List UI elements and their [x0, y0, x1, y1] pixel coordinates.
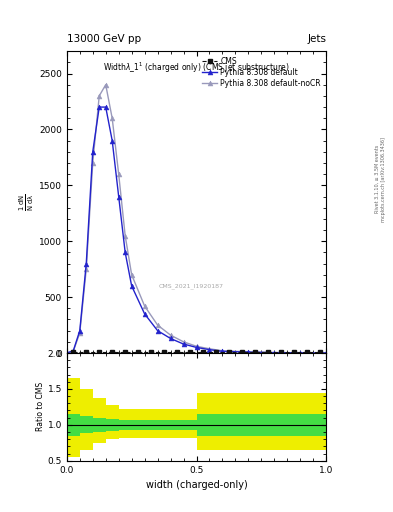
CMS: [188, 349, 193, 355]
Pythia 8.308 default: [116, 194, 121, 200]
Pythia 8.308 default: [84, 261, 89, 267]
CMS: [292, 349, 296, 355]
Pythia 8.308 default-noCR: [220, 348, 225, 354]
Pythia 8.308 default-noCR: [181, 339, 186, 345]
Pythia 8.308 default: [181, 341, 186, 347]
CMS: [174, 349, 179, 355]
Pythia 8.308 default: [207, 347, 212, 353]
CMS: [240, 349, 244, 355]
CMS: [227, 349, 231, 355]
Pythia 8.308 default: [97, 104, 101, 110]
Pythia 8.308 default-noCR: [194, 343, 199, 349]
Pythia 8.308 default-noCR: [123, 232, 128, 239]
CMS: [278, 349, 283, 355]
Pythia 8.308 default-noCR: [90, 160, 95, 166]
Legend: CMS, Pythia 8.308 default, Pythia 8.308 default-noCR: CMS, Pythia 8.308 default, Pythia 8.308 …: [200, 55, 322, 90]
CMS: [253, 349, 257, 355]
CMS: [136, 349, 141, 355]
CMS: [214, 349, 219, 355]
Pythia 8.308 default-noCR: [272, 350, 277, 356]
Pythia 8.308 default-noCR: [84, 266, 89, 272]
Pythia 8.308 default-noCR: [129, 272, 134, 278]
Pythia 8.308 default: [123, 249, 128, 255]
Text: CMS_2021_I1920187: CMS_2021_I1920187: [159, 284, 224, 289]
CMS: [97, 349, 101, 355]
Text: 13000 GeV pp: 13000 GeV pp: [67, 33, 141, 44]
Pythia 8.308 default-noCR: [110, 115, 115, 121]
Pythia 8.308 default: [64, 350, 69, 356]
Y-axis label: $\mathregular{\frac{1}{N}\frac{dN}{d\lambda}}$: $\mathregular{\frac{1}{N}\frac{dN}{d\lam…: [18, 193, 36, 211]
Pythia 8.308 default: [194, 345, 199, 351]
Pythia 8.308 default: [272, 350, 277, 356]
Pythia 8.308 default-noCR: [142, 303, 147, 309]
Pythia 8.308 default-noCR: [64, 350, 69, 356]
Pythia 8.308 default-noCR: [103, 81, 108, 88]
Line: CMS: CMS: [71, 350, 322, 354]
Pythia 8.308 default: [129, 283, 134, 289]
CMS: [110, 349, 115, 355]
Text: Jets: Jets: [307, 33, 326, 44]
Pythia 8.308 default: [90, 148, 95, 155]
Pythia 8.308 default-noCR: [246, 349, 251, 355]
Pythia 8.308 default-noCR: [155, 322, 160, 328]
CMS: [201, 349, 206, 355]
CMS: [84, 349, 89, 355]
X-axis label: width (charged-only): width (charged-only): [146, 480, 247, 490]
CMS: [318, 349, 322, 355]
Text: Rivet 3.1.10, ≥ 3.5M events: Rivet 3.1.10, ≥ 3.5M events: [375, 145, 380, 214]
Pythia 8.308 default-noCR: [298, 350, 303, 356]
Pythia 8.308 default-noCR: [116, 171, 121, 177]
Pythia 8.308 default-noCR: [77, 330, 82, 336]
CMS: [304, 349, 309, 355]
Text: Width$\lambda\_1^1$ (charged only) (CMS jet substructure): Width$\lambda\_1^1$ (charged only) (CMS …: [103, 60, 290, 75]
Pythia 8.308 default-noCR: [324, 350, 329, 356]
Pythia 8.308 default: [71, 348, 75, 354]
CMS: [123, 349, 128, 355]
Pythia 8.308 default: [103, 104, 108, 110]
Line: Pythia 8.308 default-noCR: Pythia 8.308 default-noCR: [64, 82, 329, 355]
Pythia 8.308 default: [324, 350, 329, 356]
CMS: [71, 349, 75, 355]
CMS: [149, 349, 153, 355]
Line: Pythia 8.308 default: Pythia 8.308 default: [64, 104, 329, 355]
CMS: [266, 349, 270, 355]
Pythia 8.308 default: [110, 138, 115, 144]
CMS: [162, 349, 167, 355]
Text: mcplots.cern.ch [arXiv:1306.3436]: mcplots.cern.ch [arXiv:1306.3436]: [381, 137, 386, 222]
Pythia 8.308 default-noCR: [97, 93, 101, 99]
Pythia 8.308 default: [220, 348, 225, 354]
Pythia 8.308 default-noCR: [207, 346, 212, 352]
Pythia 8.308 default-noCR: [71, 348, 75, 354]
Pythia 8.308 default-noCR: [168, 332, 173, 338]
Pythia 8.308 default: [246, 349, 251, 355]
Y-axis label: Ratio to CMS: Ratio to CMS: [36, 382, 45, 432]
Pythia 8.308 default: [142, 311, 147, 317]
Pythia 8.308 default: [155, 328, 160, 334]
Pythia 8.308 default: [298, 350, 303, 356]
Pythia 8.308 default: [168, 335, 173, 342]
Pythia 8.308 default: [77, 328, 82, 334]
